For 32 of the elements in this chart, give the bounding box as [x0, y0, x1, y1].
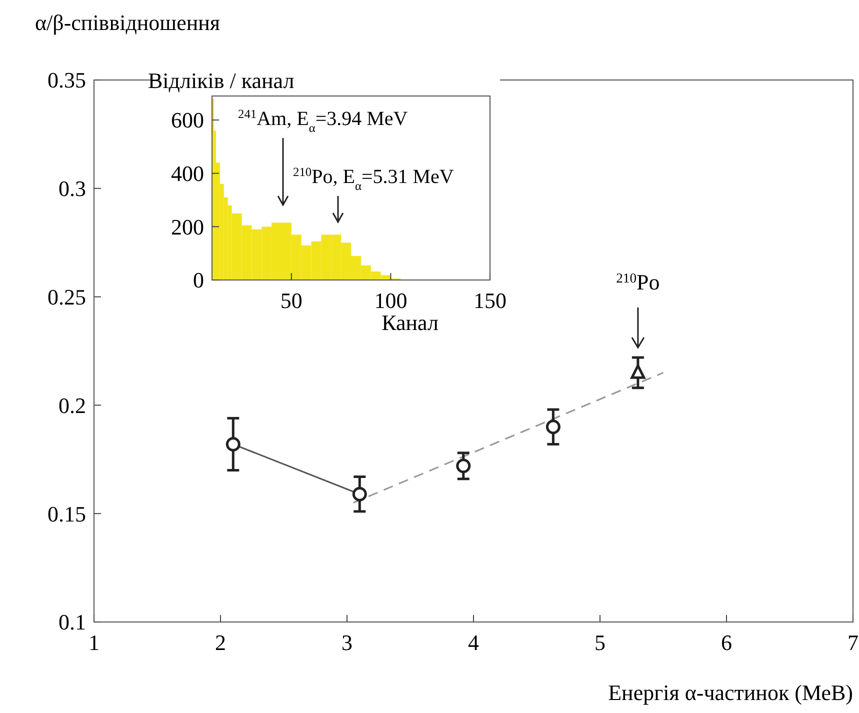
- x-tick-label: 7: [848, 630, 858, 655]
- y-tick-label: 0.3: [58, 176, 86, 202]
- x-axis-title: Енергія α-частинок (МеВ): [608, 680, 853, 705]
- annotation: $^{210}$Po, E$_{α}$=5.31 MeV: [293, 165, 454, 193]
- y-axis-title: α/β-співвідношення: [35, 10, 220, 35]
- x-axis-title: Канал: [382, 310, 438, 335]
- y-tick-label: 0.2: [58, 392, 86, 418]
- x-tick-label: 4: [468, 630, 479, 655]
- x-tick-label: 5: [594, 630, 606, 655]
- y-tick-label: 200: [171, 214, 204, 240]
- y-tick-label: 400: [171, 161, 204, 186]
- point: [456, 458, 471, 474]
- x-tick-label: 1: [88, 630, 100, 655]
- y-tick-label: 0.1: [58, 610, 86, 635]
- y-tick-label: 600: [171, 108, 204, 133]
- annotation: $^{210}$Po: [616, 270, 660, 295]
- point: [352, 486, 367, 502]
- y-tick-label: 0.35: [48, 68, 86, 93]
- point: [546, 420, 560, 434]
- y-tick-label: 0.25: [48, 284, 86, 310]
- x-tick-label: 50: [280, 288, 302, 313]
- y-axis-title: Відліків / канал: [148, 68, 294, 93]
- x-tick-label: 3: [342, 630, 352, 655]
- x-tick-label: 100: [374, 288, 408, 313]
- annotation: $^{241}$Am, E$_{α}$=3.94 MeV: [238, 107, 408, 135]
- y-tick-label: 0: [193, 268, 204, 293]
- x-tick-label: 150: [474, 288, 506, 313]
- point: [226, 436, 240, 452]
- y-tick-label: 0.15: [48, 501, 86, 526]
- x-tick-label: 6: [721, 630, 732, 655]
- x-tick-label: 2: [215, 630, 226, 655]
- point: [630, 364, 646, 379]
